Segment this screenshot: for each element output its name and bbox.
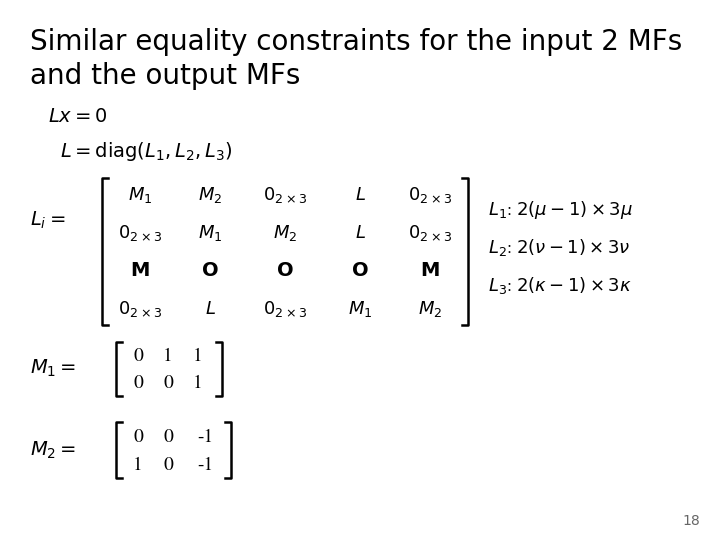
Text: $0_{2\times3}$: $0_{2\times3}$ [408, 223, 452, 243]
Text: $M_2$: $M_2$ [418, 299, 442, 319]
Text: 0: 0 [163, 374, 173, 392]
Text: $M_2$: $M_2$ [198, 185, 222, 205]
Text: $M_2$: $M_2$ [273, 223, 297, 243]
Text: -1: -1 [197, 456, 213, 474]
Text: M: M [420, 261, 440, 280]
Text: 0: 0 [133, 374, 143, 392]
Text: 1: 1 [193, 374, 203, 392]
Text: $0_{2\times3}$: $0_{2\times3}$ [263, 299, 307, 319]
Text: 1: 1 [133, 456, 143, 474]
Text: $0_{2\times3}$: $0_{2\times3}$ [408, 185, 452, 205]
Text: $L_2$: $2(\nu-1)\times 3\nu$: $L_2$: $2(\nu-1)\times 3\nu$ [488, 238, 630, 259]
Text: $L$: $L$ [354, 225, 366, 241]
Text: $L_3$: $2(\kappa-1)\times 3\kappa$: $L_3$: $2(\kappa-1)\times 3\kappa$ [488, 275, 631, 296]
Text: $L_i=$: $L_i=$ [30, 210, 66, 231]
Text: $L_1$: $2(\mu-1)\times 3\mu$: $L_1$: $2(\mu-1)\times 3\mu$ [488, 199, 633, 221]
Text: -1: -1 [197, 428, 213, 446]
Text: 0: 0 [163, 428, 173, 446]
Text: 0: 0 [133, 428, 143, 446]
Text: $0_{2\times3}$: $0_{2\times3}$ [118, 223, 162, 243]
Text: 18: 18 [683, 514, 700, 528]
Text: $L=\mathrm{diag}(L_1,L_2,L_3)$: $L=\mathrm{diag}(L_1,L_2,L_3)$ [60, 140, 233, 163]
Text: 1: 1 [193, 347, 203, 365]
Text: Similar equality constraints for the input 2 MFs: Similar equality constraints for the inp… [30, 28, 683, 56]
Text: $0_{2\times3}$: $0_{2\times3}$ [118, 299, 162, 319]
Text: $Lx=0$: $Lx=0$ [48, 108, 107, 126]
Text: $M_1=$: $M_1=$ [30, 357, 76, 379]
Text: 0: 0 [133, 347, 143, 365]
Text: $0_{2\times3}$: $0_{2\times3}$ [263, 185, 307, 205]
Text: 1: 1 [163, 347, 173, 365]
Text: $M_1$: $M_1$ [198, 223, 222, 243]
Text: O: O [202, 261, 218, 280]
Text: $L$: $L$ [204, 300, 215, 318]
Text: O: O [351, 261, 369, 280]
Text: 0: 0 [163, 456, 173, 474]
Text: $M_1$: $M_1$ [127, 185, 152, 205]
Text: M: M [130, 261, 150, 280]
Text: O: O [276, 261, 293, 280]
Text: $M_1$: $M_1$ [348, 299, 372, 319]
Text: $L$: $L$ [354, 186, 366, 204]
Text: $M_2=$: $M_2=$ [30, 440, 76, 461]
Text: and the output MFs: and the output MFs [30, 62, 300, 90]
